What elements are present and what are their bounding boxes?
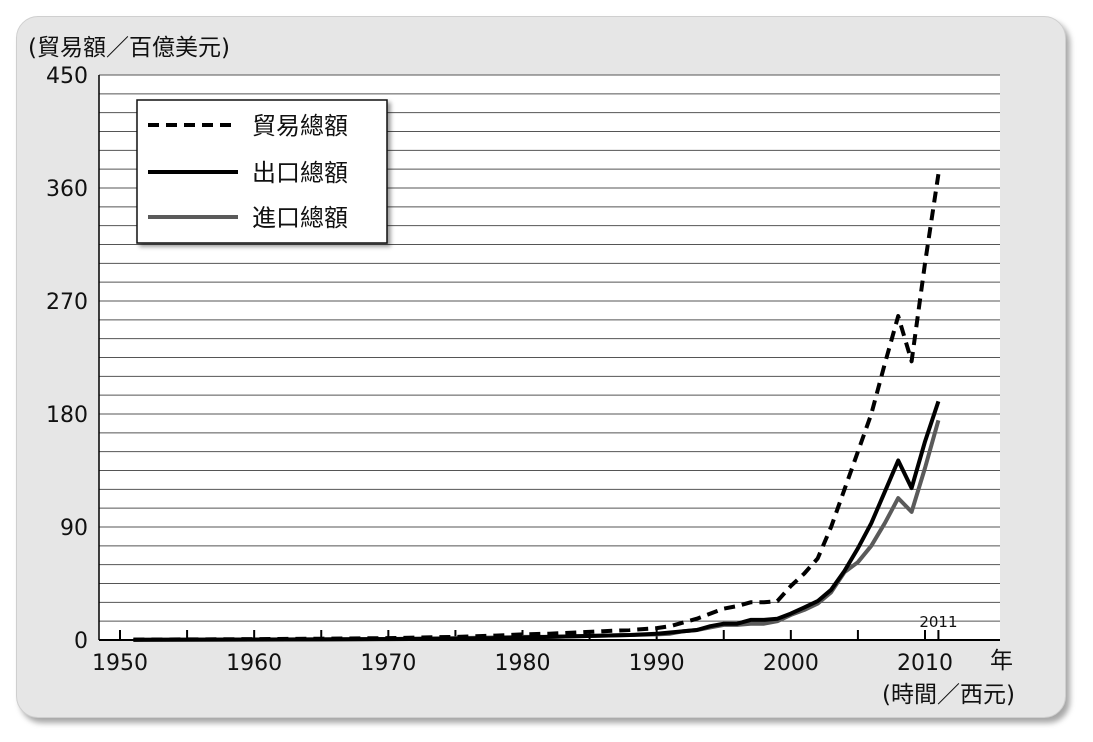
x-axis-ticks: 1950 1960 1970 1980 1990 2000 2010 bbox=[92, 630, 953, 676]
y-tick-label: 450 bbox=[46, 64, 88, 89]
x-tick-label: 1970 bbox=[360, 651, 416, 676]
x-tick-label: 2010 bbox=[897, 651, 953, 676]
x-tick-label: 2000 bbox=[763, 651, 819, 676]
x-tick-label: 1990 bbox=[629, 651, 685, 676]
x-axis-label: (時間／西元) bbox=[882, 682, 1015, 708]
series-line-trade-total bbox=[133, 173, 941, 642]
series-line-export-total bbox=[133, 400, 941, 642]
x-axis-unit: 年 bbox=[990, 648, 1013, 674]
y-tick-label: 180 bbox=[46, 403, 88, 428]
y-tick-label: 0 bbox=[74, 629, 88, 654]
legend: 貿易總額 出口總額 進口總額 bbox=[136, 99, 388, 244]
x-tick-label: 1950 bbox=[92, 651, 148, 676]
legend-label-export-total: 出口總額 bbox=[252, 159, 348, 187]
y-tick-label: 360 bbox=[46, 177, 88, 202]
y-axis-label: (貿易額／百億美元) bbox=[28, 35, 230, 61]
legend-label-trade-total: 貿易總額 bbox=[252, 112, 348, 140]
x-tick-label: 1960 bbox=[226, 651, 282, 676]
series-lines bbox=[133, 173, 941, 642]
y-axis-ticks: 0 90 180 270 360 450 bbox=[46, 64, 88, 654]
y-tick-label: 270 bbox=[46, 290, 88, 315]
legend-label-import-total: 進口總額 bbox=[252, 204, 348, 232]
x-tick-label: 1980 bbox=[495, 651, 551, 676]
y-tick-label: 90 bbox=[60, 516, 88, 541]
annotation-2011: 2011 bbox=[919, 613, 957, 631]
